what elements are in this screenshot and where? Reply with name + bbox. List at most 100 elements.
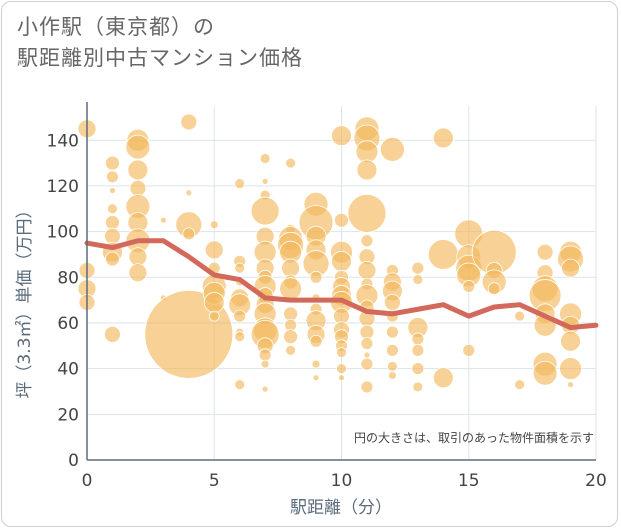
data-bubble: [105, 251, 120, 267]
bubble-layer: [77, 113, 584, 394]
data-bubble: [250, 196, 280, 226]
y-tick-label: 20: [57, 405, 79, 425]
data-bubble: [159, 216, 167, 224]
data-bubble: [208, 310, 220, 322]
data-bubble: [356, 159, 378, 181]
data-bubble: [259, 153, 271, 164]
data-bubble: [258, 348, 272, 362]
data-bubble: [204, 240, 224, 260]
data-bubble: [560, 330, 581, 352]
data-bubble: [360, 337, 374, 350]
title-line-2: 駅距離別中古マンション価格: [17, 46, 303, 70]
data-bubble: [561, 258, 580, 278]
data-bubble: [309, 270, 323, 284]
data-bubble: [385, 343, 399, 357]
data-bubble: [309, 334, 323, 348]
data-bubble: [129, 179, 147, 197]
data-bubble: [260, 359, 270, 369]
data-bubble: [105, 155, 120, 171]
data-bubble: [432, 367, 454, 389]
data-bubble: [559, 357, 582, 381]
data-bubble: [331, 250, 352, 272]
y-tick-label: 140: [47, 131, 79, 151]
data-bubble: [261, 177, 269, 185]
data-bubble: [487, 282, 501, 296]
title-line-1: 小作駅（東京都）の: [17, 15, 215, 39]
data-bubble: [234, 178, 246, 190]
data-bubble: [182, 227, 196, 241]
data-bubble: [385, 325, 399, 339]
data-bubble: [279, 277, 303, 301]
data-bubble: [128, 247, 148, 267]
data-bubble: [312, 374, 320, 382]
data-bubble: [357, 261, 377, 280]
data-bubble: [261, 385, 269, 393]
data-bubble: [411, 343, 425, 357]
data-bubble: [360, 234, 374, 248]
data-bubble: [411, 261, 425, 275]
data-bubble: [281, 258, 301, 278]
data-bubble: [462, 280, 476, 293]
axes: [86, 102, 596, 461]
chart-title: 小作駅（東京都）の 駅距離別中古マンション価格: [17, 12, 303, 74]
data-bubble: [363, 351, 371, 359]
data-bubble: [283, 329, 299, 345]
data-bubble: [336, 363, 347, 375]
data-bubble: [285, 157, 297, 169]
data-bubble: [311, 359, 321, 369]
y-axis-title: 坪（3.3㎡）単価（万円）: [15, 201, 35, 398]
size-annotation: 円の大きさは、取引のあった物件面積を示す: [354, 430, 594, 445]
y-tick-label: 80: [57, 268, 79, 288]
data-bubble: [105, 215, 120, 230]
data-bubble: [234, 331, 246, 343]
data-bubble: [185, 189, 193, 197]
data-bubble: [104, 325, 121, 343]
data-bubble: [427, 239, 459, 270]
data-bubble: [285, 344, 297, 356]
data-bubble: [412, 381, 424, 393]
y-tick-label: 100: [47, 223, 79, 243]
data-bubble: [331, 125, 352, 147]
data-bubble: [209, 220, 219, 230]
trend-layer: [84, 238, 599, 331]
x-tick-label: 5: [209, 471, 220, 491]
data-bubble: [411, 332, 425, 346]
data-bubble: [387, 371, 397, 380]
data-bubble: [283, 306, 299, 322]
data-bubble: [355, 140, 379, 164]
data-bubble: [234, 262, 246, 274]
data-bubble: [360, 380, 374, 394]
data-bubble: [462, 343, 476, 357]
data-bubble: [567, 381, 574, 389]
data-bubble: [127, 159, 149, 181]
data-bubble: [336, 347, 347, 359]
data-bubble: [347, 193, 387, 233]
data-bubble: [412, 274, 424, 285]
data-bubble: [109, 187, 116, 194]
x-tick-label: 10: [331, 471, 353, 491]
data-bubble: [514, 310, 526, 322]
data-bubble: [432, 127, 454, 149]
data-bubble: [106, 170, 119, 184]
y-tick-label: 40: [57, 360, 79, 380]
x-axis-title: 駅距離（分）: [290, 498, 392, 518]
data-bubble: [338, 374, 345, 382]
data-bubble: [411, 362, 425, 376]
y-tick-label: 120: [47, 177, 79, 197]
data-bubble: [379, 136, 405, 162]
data-bubble: [107, 203, 118, 215]
data-bubble: [360, 357, 374, 371]
data-bubble: [125, 134, 151, 160]
data-bubble: [128, 263, 148, 283]
data-bubble: [334, 212, 349, 228]
y-tick-label: 60: [57, 314, 79, 334]
tick-labels: 0 20 40 60 80 100 120 140 0 5 10 15 20: [47, 131, 607, 491]
data-bubble: [532, 360, 558, 386]
data-bubble: [359, 324, 375, 340]
x-tick-label: 0: [82, 471, 93, 491]
data-bubble: [383, 294, 401, 311]
data-bubble: [386, 360, 398, 372]
x-tick-label: 15: [458, 471, 480, 491]
x-tick-label: 20: [585, 471, 607, 491]
